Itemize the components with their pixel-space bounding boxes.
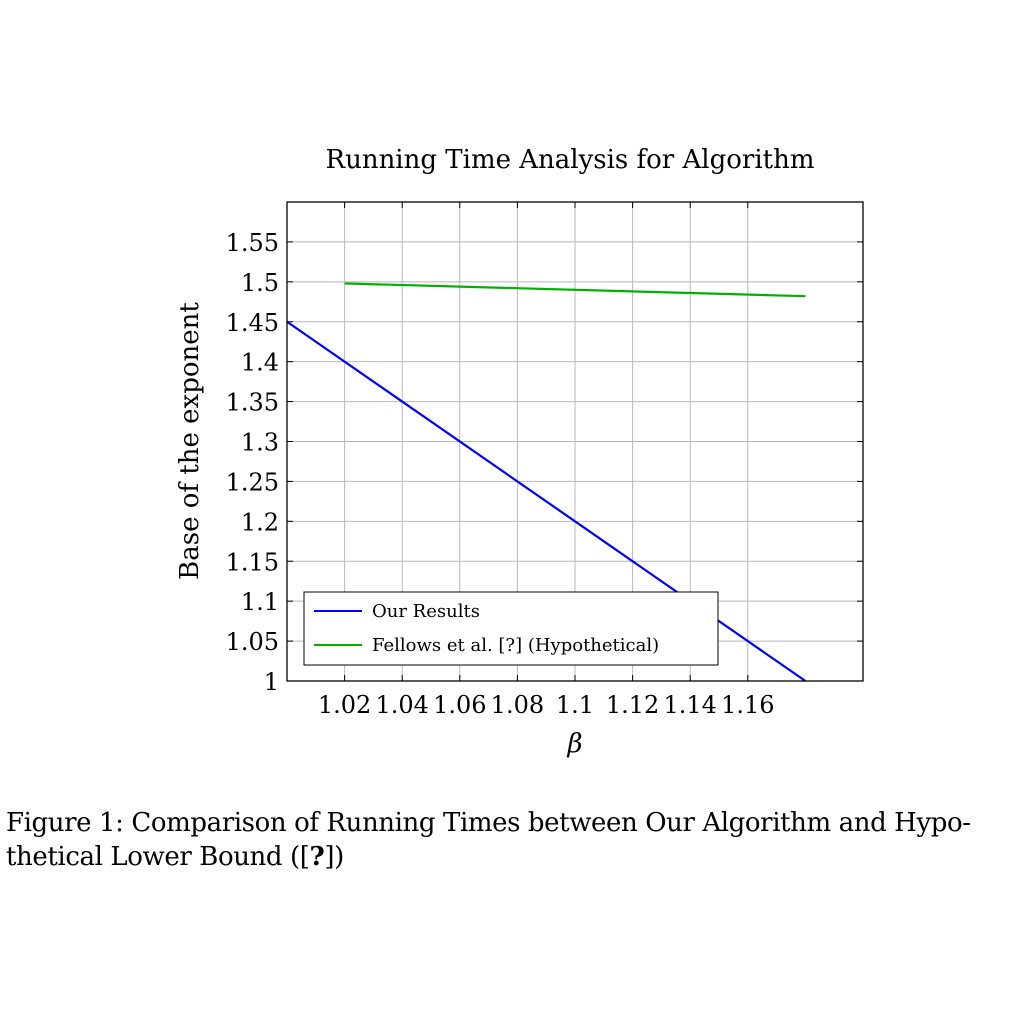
caption-text-post: ]) — [324, 842, 344, 872]
y-tick-label: 1.2 — [241, 508, 279, 536]
caption-line-2: thetical Lower Bound ([?]) — [6, 840, 1020, 874]
caption-line-1: Figure 1: Comparison of Running Times be… — [6, 808, 971, 838]
x-tick-label: 1.04 — [375, 691, 428, 719]
x-tick-label: 1.14 — [663, 691, 716, 719]
y-tick-label: 1.1 — [241, 588, 279, 616]
series-line-fellows — [344, 282, 806, 298]
x-tick-labels: 1.02 1.04 1.06 1.08 1.1 1.12 1.14 1.16 — [318, 691, 775, 719]
legend-label-fellows: Fellows et al. [?] (Hypothetical) — [372, 635, 659, 656]
chart: Running Time Analysis for Algorithm 1.02… — [175, 145, 864, 759]
legend-label-our-results: Our Results — [372, 601, 480, 622]
series-lines — [286, 282, 807, 682]
x-tick-label: 1.02 — [318, 691, 371, 719]
caption-citation-mark: ? — [309, 842, 325, 872]
y-tick-label: 1.35 — [226, 389, 279, 417]
y-axis-label: Base of the exponent — [175, 302, 205, 580]
x-tick-label: 1.12 — [606, 691, 659, 719]
y-tick-label: 1.45 — [226, 309, 279, 337]
chart-title: Running Time Analysis for Algorithm — [326, 145, 815, 175]
figure-caption: Figure 1: Comparison of Running Times be… — [6, 806, 1020, 874]
y-tick-label: 1.3 — [241, 429, 279, 457]
x-axis-label: β — [566, 729, 582, 759]
x-tick-label: 1.1 — [556, 691, 594, 719]
x-tick-label: 1.08 — [491, 691, 544, 719]
y-tick-label: 1.05 — [226, 628, 279, 656]
x-tick-label: 1.06 — [433, 691, 486, 719]
y-tick-label: 1 — [264, 668, 279, 696]
caption-text-pre: thetical Lower Bound ([ — [6, 842, 310, 872]
y-tick-label: 1.25 — [226, 468, 279, 496]
y-tick-labels: 1 1.05 1.1 1.15 1.2 1.25 1.3 1.35 1.4 1.45 1.5 1.55 — [226, 229, 279, 696]
y-tick-label: 1.55 — [226, 229, 279, 257]
x-tick-label: 1.16 — [721, 691, 774, 719]
legend: Our Results Fellows et al. [?] (Hypothet… — [303, 591, 719, 666]
y-tick-label: 1.5 — [241, 269, 279, 297]
series-line-our-results — [286, 320, 807, 682]
y-tick-label: 1.4 — [241, 349, 279, 377]
y-tick-label: 1.15 — [226, 548, 279, 576]
plot-frame — [286, 201, 864, 682]
legend-box — [303, 591, 719, 666]
